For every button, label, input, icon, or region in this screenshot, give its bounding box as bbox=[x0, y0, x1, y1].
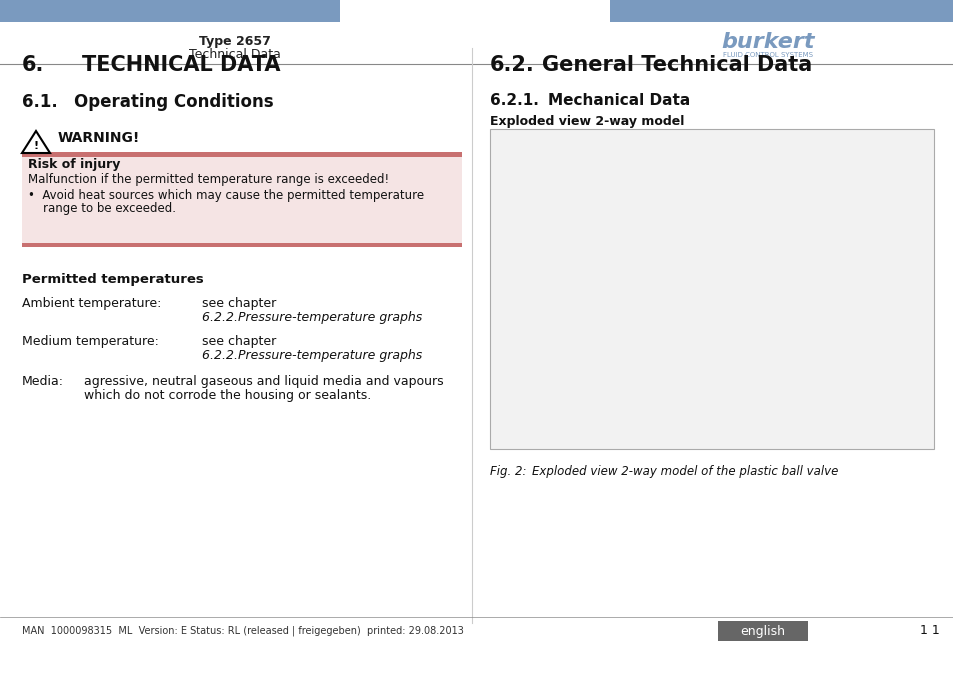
FancyBboxPatch shape bbox=[22, 152, 461, 157]
FancyBboxPatch shape bbox=[490, 129, 933, 449]
Text: WARNING!: WARNING! bbox=[58, 131, 140, 145]
Text: Media:: Media: bbox=[22, 375, 64, 388]
Text: General Technical Data: General Technical Data bbox=[541, 55, 811, 75]
FancyBboxPatch shape bbox=[22, 157, 461, 247]
Text: english: english bbox=[740, 625, 784, 637]
Text: TECHNICAL DATA: TECHNICAL DATA bbox=[82, 55, 280, 75]
Text: 6.2.: 6.2. bbox=[490, 55, 535, 75]
Text: see chapter: see chapter bbox=[202, 297, 276, 310]
Text: •  Avoid heat sources which may cause the permitted temperature: • Avoid heat sources which may cause the… bbox=[28, 189, 424, 202]
Text: burkert: burkert bbox=[720, 32, 814, 52]
Text: !: ! bbox=[33, 141, 38, 151]
Text: Technical Data: Technical Data bbox=[189, 48, 280, 61]
Text: 6.2.1.: 6.2.1. bbox=[490, 93, 538, 108]
Text: Mechanical Data: Mechanical Data bbox=[547, 93, 690, 108]
Text: 6.: 6. bbox=[22, 55, 45, 75]
Text: Operating Conditions: Operating Conditions bbox=[74, 93, 274, 111]
Text: 6.1.: 6.1. bbox=[22, 93, 58, 111]
Text: MAN  1000098315  ML  Version: E Status: RL (released | freigegeben)  printed: 29: MAN 1000098315 ML Version: E Status: RL … bbox=[22, 626, 463, 636]
Text: see chapter: see chapter bbox=[202, 335, 276, 348]
Text: FLUID CONTROL SYSTEMS: FLUID CONTROL SYSTEMS bbox=[722, 52, 812, 58]
Text: Exploded view 2-way model of the plastic ball valve: Exploded view 2-way model of the plastic… bbox=[532, 465, 838, 478]
Text: Exploded view 2-way model: Exploded view 2-way model bbox=[490, 115, 683, 128]
Text: Permitted temperatures: Permitted temperatures bbox=[22, 273, 204, 286]
Text: 1 1: 1 1 bbox=[919, 625, 939, 637]
Text: Medium temperature:: Medium temperature: bbox=[22, 335, 159, 348]
Text: agressive, neutral gaseous and liquid media and vapours: agressive, neutral gaseous and liquid me… bbox=[84, 375, 443, 388]
Text: which do not corrode the housing or sealants.: which do not corrode the housing or seal… bbox=[84, 389, 371, 402]
FancyBboxPatch shape bbox=[718, 621, 807, 641]
Text: Fig. 2:: Fig. 2: bbox=[490, 465, 526, 478]
Text: 6.2.2.Pressure-temperature graphs: 6.2.2.Pressure-temperature graphs bbox=[202, 349, 422, 362]
Text: Risk of injury: Risk of injury bbox=[28, 158, 120, 171]
Polygon shape bbox=[22, 131, 50, 153]
Text: Malfunction if the permitted temperature range is exceeded!: Malfunction if the permitted temperature… bbox=[28, 173, 389, 186]
Text: Type 2657: Type 2657 bbox=[199, 35, 271, 48]
Text: Ambient temperature:: Ambient temperature: bbox=[22, 297, 161, 310]
Text: range to be exceeded.: range to be exceeded. bbox=[28, 202, 175, 215]
Text: 6.2.2.Pressure-temperature graphs: 6.2.2.Pressure-temperature graphs bbox=[202, 311, 422, 324]
FancyBboxPatch shape bbox=[22, 243, 461, 247]
FancyBboxPatch shape bbox=[609, 0, 953, 22]
FancyBboxPatch shape bbox=[0, 0, 339, 22]
